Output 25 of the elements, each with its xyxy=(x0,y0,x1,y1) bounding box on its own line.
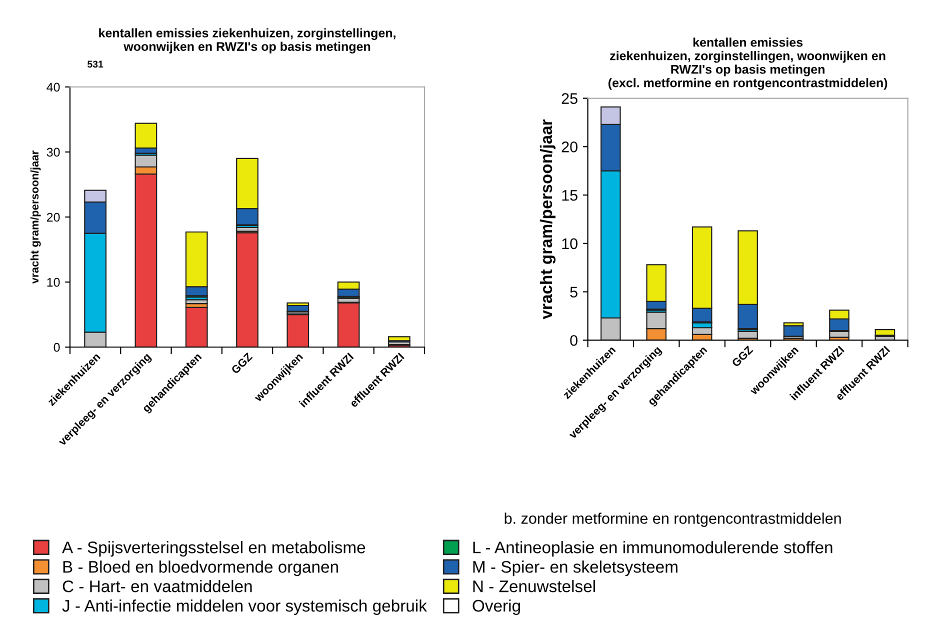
y-tick-label: 30 xyxy=(46,148,60,157)
legend-label: B - Bloed en bloedvormende organen xyxy=(63,560,338,576)
y-axis-title: vracht gram/persoon/jaar xyxy=(540,119,556,320)
y-tick-label: 10 xyxy=(562,238,578,250)
legend-label: C - Hart- en vaatmiddelen xyxy=(62,580,252,592)
y-tick-label: 20 xyxy=(46,212,60,222)
legend-label: A - Spijsverteringsstelsel en metabolisme xyxy=(62,541,366,557)
legend-label: L - Antineoplasie en immunomodulerende stoffen xyxy=(473,541,832,557)
y-tick-label: 0 xyxy=(570,335,578,346)
y-tick-label: 15 xyxy=(562,190,578,201)
y-tick-label: 0 xyxy=(54,342,60,352)
y-tick-label: 20 xyxy=(562,142,578,152)
y-tick-label: 25 xyxy=(562,93,578,104)
chart-title: kentallen emissies ziekenhuizen, zorginstellingen, woonwijken en RWZI's op basis metingen (excl. metformine en rontgencontrastmiddelen) xyxy=(608,38,888,90)
legend-label: M - Spier- en skeletsysteem xyxy=(473,560,678,576)
y-axis-title: vracht gram/persoon/jaar xyxy=(30,150,41,284)
legend-label: J - Anti-infectie middelen voor systemisch gebruik xyxy=(62,599,427,615)
chart-title: kentallen emissies ziekenhuizen, zorginstellingen, woonwijken en RWZI's op basis metingen xyxy=(99,28,396,54)
text: 531 xyxy=(87,60,104,68)
y-tick-label: 5 xyxy=(570,286,578,298)
y-tick-label: 40 xyxy=(46,82,60,92)
legend-label: Overig xyxy=(472,599,520,615)
text: b. zonder metformine en rontgencontrastmiddelen xyxy=(504,512,841,527)
legend-label: N - Zenuwstelsel xyxy=(473,580,595,592)
y-tick-label: 10 xyxy=(47,278,60,287)
